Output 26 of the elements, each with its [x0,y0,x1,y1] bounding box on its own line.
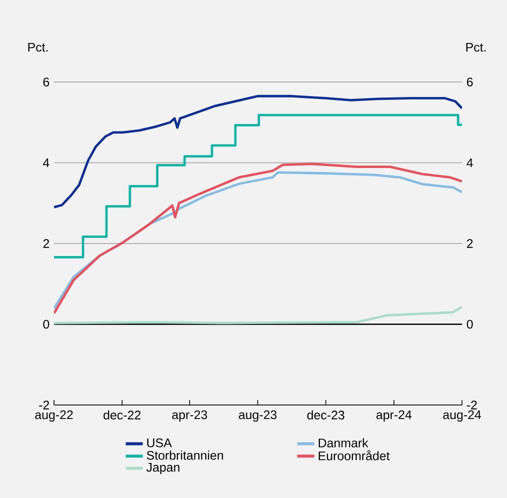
x-tick-label: aug-24 [443,410,482,422]
line-series [54,306,462,324]
line-series [54,94,462,208]
y2-tick-label: 4 [466,158,473,168]
x-tick-label: dec-23 [307,410,344,420]
y2-tick-label: -2 [466,400,477,410]
x-tick-label: aug-22 [35,410,73,422]
y2-tick-label: 2 [466,239,473,248]
x-tick-label: apr-23 [172,410,208,422]
y-tick-label: 6 [43,78,50,86]
legend-label: Japan [146,463,180,474]
y2-axis-title: Pct. [466,42,486,52]
y-tick-label: -2 [39,400,50,410]
y-tick-label: 0 [43,320,50,329]
legend-label: Euroområdet [318,450,390,460]
y2-tick-label: 0 [466,320,473,329]
y-tick-label: 2 [43,239,50,248]
y-axis-title: Pct. [28,42,48,52]
x-tick-label: dec-22 [104,410,140,420]
legend-label: Danmark [318,438,368,448]
x-tick-label: apr-24 [376,410,412,422]
legend-label: USA [147,438,172,448]
y-tick-label: 4 [43,158,50,168]
x-tick-label: aug-23 [238,410,277,422]
legend-label: Storbritannien [146,450,223,460]
y2-tick-label: 6 [466,78,473,86]
